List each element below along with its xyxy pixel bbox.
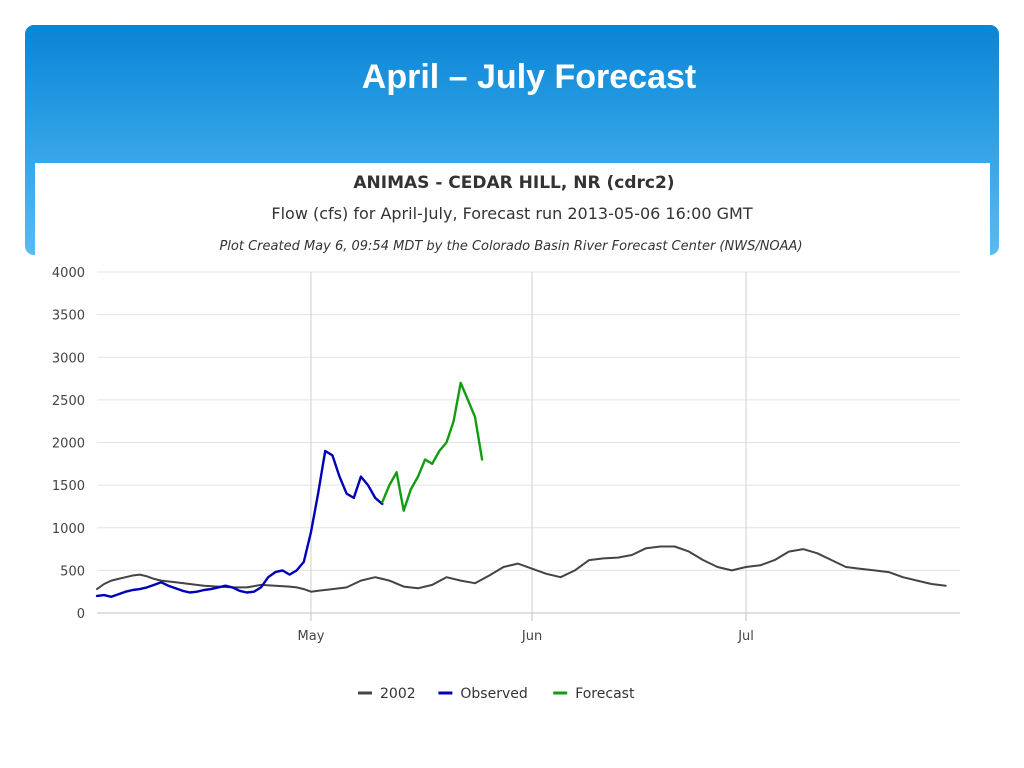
- y-tick-label: 2500: [52, 394, 85, 409]
- axis-labels: 0 500 1000 1500 2000 2500 3000 3500 4000 May Jun Ju…: [52, 266, 754, 644]
- chart-note: Plot Created May 6, 09:54 MDT by the Col…: [219, 239, 802, 254]
- y-tick-label: 3000: [52, 351, 85, 366]
- y-tick-label: 4000: [52, 266, 85, 281]
- chart-title: ANIMAS - CEDAR HILL, NR (cdrc2): [353, 173, 674, 193]
- legend-label: 2002: [380, 686, 416, 702]
- y-tick-label: 1000: [52, 522, 85, 537]
- grid-lines: [97, 271, 960, 621]
- chart-subtitle: Flow (cfs) for April-July, Forecast run …: [271, 204, 752, 223]
- slide-title: April – July Forecast: [361, 58, 697, 96]
- y-tick-label: 1500: [52, 479, 85, 494]
- legend-label: Forecast: [575, 686, 635, 702]
- legend: 2002 Observed Forecast: [358, 686, 635, 702]
- chart-panel: ANIMAS - CEDAR HILL, NR (cdrc2) Flow (cf…: [35, 163, 990, 768]
- y-tick-label: 3500: [52, 309, 85, 324]
- series-line-observed: [95, 449, 384, 598]
- x-tick-label: Jul: [737, 629, 754, 644]
- y-tick-label: 0: [77, 607, 85, 622]
- series-line-2002: [96, 545, 947, 593]
- legend-label: Observed: [460, 686, 527, 702]
- series-lines: [95, 381, 947, 598]
- y-tick-label: 2000: [52, 437, 85, 452]
- y-tick-label: 500: [60, 564, 85, 579]
- x-tick-label: Jun: [521, 629, 542, 644]
- hydrograph-chart: ANIMAS - CEDAR HILL, NR (cdrc2) Flow (cf…: [52, 173, 960, 702]
- x-tick-label: May: [298, 629, 325, 644]
- series-line-forecast: [381, 381, 484, 512]
